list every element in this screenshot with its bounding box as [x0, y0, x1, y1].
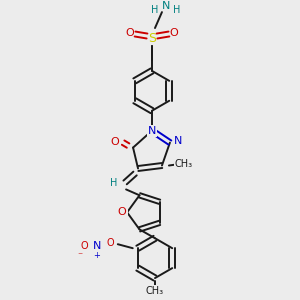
Text: N: N [148, 126, 156, 136]
Text: O: O [118, 207, 127, 217]
Text: O: O [106, 238, 114, 248]
Text: O: O [126, 28, 134, 38]
Text: O: O [111, 136, 119, 147]
Text: O: O [80, 241, 88, 251]
Text: N: N [93, 241, 101, 251]
Text: H: H [151, 5, 159, 15]
Text: N: N [162, 1, 170, 11]
Text: CH₃: CH₃ [146, 286, 164, 296]
Text: ⁻: ⁻ [77, 251, 83, 261]
Text: CH₃: CH₃ [175, 158, 193, 169]
Text: S: S [148, 32, 156, 44]
Text: H: H [173, 5, 181, 15]
Text: O: O [169, 28, 178, 38]
Text: N: N [174, 136, 182, 146]
Text: +: + [93, 251, 100, 260]
Text: H: H [110, 178, 118, 188]
